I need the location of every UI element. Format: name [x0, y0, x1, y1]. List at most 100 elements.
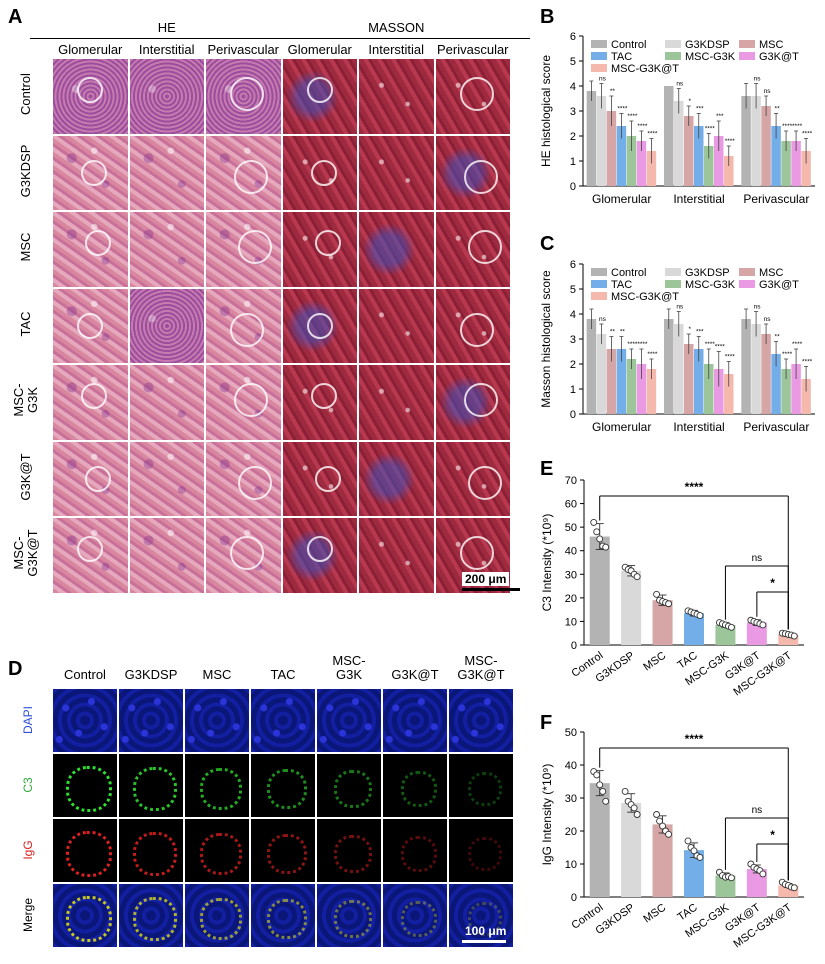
bar [664, 86, 674, 186]
bar [751, 96, 761, 186]
histology-image-tile [52, 211, 129, 288]
glomerulus-signal [267, 834, 307, 874]
if-image-tile [184, 688, 250, 753]
bar [586, 91, 597, 186]
glomerulus-outline [306, 77, 333, 103]
bar [751, 324, 761, 414]
bar [646, 151, 657, 186]
y-tick-label: 0 [571, 892, 577, 904]
if-image-tile [250, 688, 316, 753]
legend-swatch [591, 268, 607, 276]
legend-swatch [739, 52, 755, 60]
y-tick-label: 40 [565, 760, 577, 772]
data-point [590, 518, 598, 526]
data-point [602, 797, 610, 805]
panel-letter-d: D [8, 658, 23, 680]
data-point [790, 632, 798, 640]
histology-image-tile [205, 364, 282, 441]
bar [694, 126, 704, 186]
bar [801, 379, 811, 414]
glomerulus-outline [238, 230, 272, 264]
glomerulus-outline [310, 383, 337, 409]
significance-label: **** [705, 341, 716, 348]
bar [778, 885, 799, 897]
histology-image-tile [434, 58, 511, 135]
glomerulus-outline [459, 536, 494, 570]
histology-image-tile [52, 58, 129, 135]
glomerulus-outline [463, 383, 498, 417]
row-label: MSC- G3K [11, 383, 40, 417]
bar [606, 349, 617, 414]
significance-label: **** [705, 126, 716, 133]
histology-image-tile [281, 134, 358, 211]
y-tick-label: 30 [565, 569, 577, 581]
column-header: Glomerular [287, 42, 352, 57]
bar [589, 536, 610, 645]
comparison-label: ns [752, 553, 763, 564]
data-point [659, 822, 667, 830]
header-divider-line [30, 38, 530, 39]
data-point [684, 837, 692, 845]
histology-image-tile [128, 134, 205, 211]
legend-label: MSC [759, 39, 784, 51]
glomerulus-outline [306, 536, 333, 562]
if-image-tile [316, 883, 382, 948]
histology-image-tile [358, 287, 435, 364]
if-image-tile [118, 818, 184, 883]
if-row-label: Merge [21, 897, 35, 932]
significance-label: ** [775, 334, 781, 341]
data-point [653, 811, 661, 818]
glomerulus-signal [133, 767, 177, 811]
if-row-label: C3 [21, 776, 35, 793]
histology-image-tile [281, 211, 358, 288]
histology-image-tile [128, 440, 205, 517]
row-label: G3K@T [18, 453, 33, 501]
glomerulus-outline [238, 465, 272, 500]
x-tick-label: Perivascular [743, 192, 809, 206]
if-image-tile [118, 688, 184, 753]
data-point [790, 884, 798, 892]
glomerulus-outline [230, 312, 264, 347]
significance-label: **** [725, 138, 736, 145]
if-image-tile [250, 883, 316, 948]
histology-image-tile [205, 134, 282, 211]
y-tick-label: 20 [565, 826, 577, 838]
glomerulus-signal [468, 837, 502, 871]
bar [778, 634, 799, 645]
if-column-header: MSC [202, 667, 232, 682]
glomerulus-signal [267, 769, 307, 809]
glomerulus-signal [334, 770, 372, 808]
significance-label: **** [627, 113, 638, 120]
glomerulus-outline [234, 159, 268, 194]
if-image-tile [316, 753, 382, 818]
data-point [596, 781, 604, 789]
legend-label: TAC [611, 279, 632, 291]
histology-image-tile [358, 211, 435, 288]
histology-image-tile [52, 287, 129, 364]
glomerulus-outline [81, 159, 107, 186]
bar [704, 364, 714, 414]
legend-swatch [665, 40, 681, 48]
data-point [593, 771, 601, 779]
x-tick-label: Glomerular [592, 420, 651, 434]
glomerulus-signal [66, 896, 112, 942]
data-point [633, 573, 641, 581]
y-tick-label: 4 [570, 81, 576, 93]
if-image-tile [382, 883, 448, 948]
data-point [593, 528, 601, 536]
bar [674, 324, 684, 414]
if-image-tile [382, 753, 448, 818]
panel-letter-e: E [540, 458, 554, 480]
legend-label: MSC-G3K [685, 51, 736, 63]
y-tick-label: 30 [565, 793, 577, 805]
bar [664, 319, 674, 414]
histology-image-tile [281, 287, 358, 364]
significance-label: * [688, 98, 691, 105]
glomerulus-outline [77, 312, 103, 339]
glomerulus-signal [66, 766, 112, 812]
significance-label: ns [676, 304, 684, 311]
bar [694, 349, 704, 414]
glomerulus-signal [468, 772, 502, 806]
data-point [665, 600, 673, 608]
if-column-header: MSC- G3K [332, 653, 366, 682]
